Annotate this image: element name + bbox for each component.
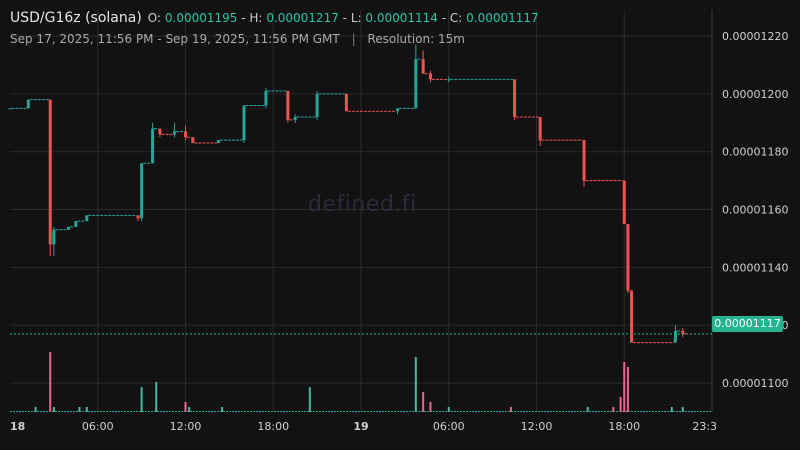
- candle-body: [396, 108, 400, 112]
- y-tick-label: 0.00001160: [722, 204, 788, 217]
- candle-body: [158, 128, 162, 135]
- volume-bar: [49, 352, 52, 412]
- candle-body: [52, 229, 56, 245]
- volume-bar: [586, 407, 589, 412]
- candle-body: [293, 117, 297, 120]
- candle-body: [184, 131, 187, 138]
- x-tick-label: 18:00: [608, 420, 640, 433]
- volume-bar: [623, 362, 626, 412]
- volume-bar: [447, 407, 450, 412]
- candle-body: [626, 224, 630, 291]
- candle-body: [582, 140, 586, 181]
- low-label: L:: [350, 11, 362, 25]
- candle-body: [173, 131, 177, 135]
- candle-body: [48, 99, 52, 245]
- x-tick-label: 06:00: [433, 420, 465, 433]
- volume-bar: [619, 397, 622, 412]
- candles: [8, 44, 689, 344]
- high-value: 0.00001217: [266, 11, 339, 25]
- candle-body: [8, 108, 12, 110]
- pair-title: USD/G16z (solana): [10, 10, 142, 26]
- low-value: 0.00001114: [365, 11, 438, 25]
- y-tick-label: 0.00001200: [722, 88, 788, 101]
- watermark: defined.fi: [308, 192, 417, 217]
- candle-body: [136, 215, 140, 219]
- candle-body: [74, 221, 78, 227]
- volume-bar: [188, 407, 191, 412]
- chart-grid: [10, 10, 713, 412]
- volume-bar: [681, 407, 684, 412]
- resolution-label: Resolution: 15m: [367, 32, 465, 46]
- volume-bar: [626, 367, 629, 412]
- x-tick-label: 23:3: [692, 420, 717, 433]
- candle-body: [264, 90, 268, 106]
- volume-bar: [414, 357, 417, 412]
- volume-bar: [34, 407, 37, 412]
- date-range: Sep 17, 2025, 11:56 PM - Sep 19, 2025, 1…: [10, 32, 340, 46]
- candle-body: [85, 215, 89, 222]
- x-tick-label: 18:00: [257, 420, 289, 433]
- candle-body: [421, 59, 425, 74]
- candle-body: [191, 137, 195, 144]
- ohlc-legend: O: 0.00001195 - H: 0.00001217 - L: 0.000…: [147, 11, 539, 25]
- y-tick-label: 0.00001100: [722, 377, 788, 390]
- time-axis[interactable]: 18 06:00 12:00 18:00 19 06:00 12:00 18:00 23:3: [10, 420, 717, 433]
- candle-body: [286, 90, 290, 120]
- candle-body: [447, 79, 451, 81]
- candle-body: [681, 331, 685, 334]
- volume-bar: [670, 407, 673, 412]
- open-label: O:: [147, 11, 162, 25]
- candle-body: [344, 93, 348, 112]
- volume-bars: [10, 352, 712, 412]
- candle-body: [151, 128, 155, 164]
- volume-bar: [612, 407, 615, 412]
- volume-bar: [85, 407, 88, 412]
- last-price-tag: 0.00001117: [712, 316, 783, 332]
- x-tick-label: 12:00: [170, 420, 202, 433]
- candle-body: [673, 331, 677, 343]
- volume-bar: [509, 407, 512, 412]
- candle-body: [216, 140, 220, 144]
- x-tick-label: 12:00: [521, 420, 553, 433]
- candle-body: [428, 73, 432, 80]
- y-tick-label: 0.00001220: [722, 30, 788, 43]
- separator: |: [351, 32, 356, 46]
- volume-bar: [155, 382, 158, 412]
- volume-bar: [308, 387, 311, 412]
- volume-bar: [429, 402, 432, 412]
- volume-bar: [140, 387, 143, 412]
- candle-body: [67, 226, 70, 230]
- y-tick-label: 0.00001140: [722, 261, 788, 274]
- candle-body: [513, 79, 517, 118]
- x-tick-label: 06:00: [82, 420, 114, 433]
- candle-body: [140, 163, 144, 219]
- y-tick-label: 0.00001180: [722, 146, 788, 159]
- candle-body: [414, 59, 418, 109]
- candle-body: [630, 290, 634, 343]
- volume-bar: [422, 392, 425, 412]
- chart-header: USD/G16z (solana) O: 0.00001195 - H: 0.0…: [10, 10, 539, 46]
- candle-body: [242, 105, 246, 141]
- volume-bar: [184, 402, 187, 412]
- volume-bar: [52, 407, 55, 412]
- candle-body: [622, 180, 626, 225]
- price-axis[interactable]: 0.000011000.000011200.000011400.00001160…: [722, 30, 788, 390]
- candle-body: [315, 93, 319, 118]
- close-label: C:: [449, 11, 463, 25]
- close-value: 0.00001117: [466, 11, 539, 25]
- volume-bar: [78, 407, 81, 412]
- candle-body: [26, 99, 30, 109]
- x-tick-label: 19: [353, 420, 368, 433]
- x-tick-label: 18: [10, 420, 25, 433]
- open-value: 0.00001195: [164, 11, 238, 25]
- candle-body: [538, 117, 542, 141]
- volume-bar: [221, 407, 224, 412]
- high-label: H:: [249, 11, 263, 25]
